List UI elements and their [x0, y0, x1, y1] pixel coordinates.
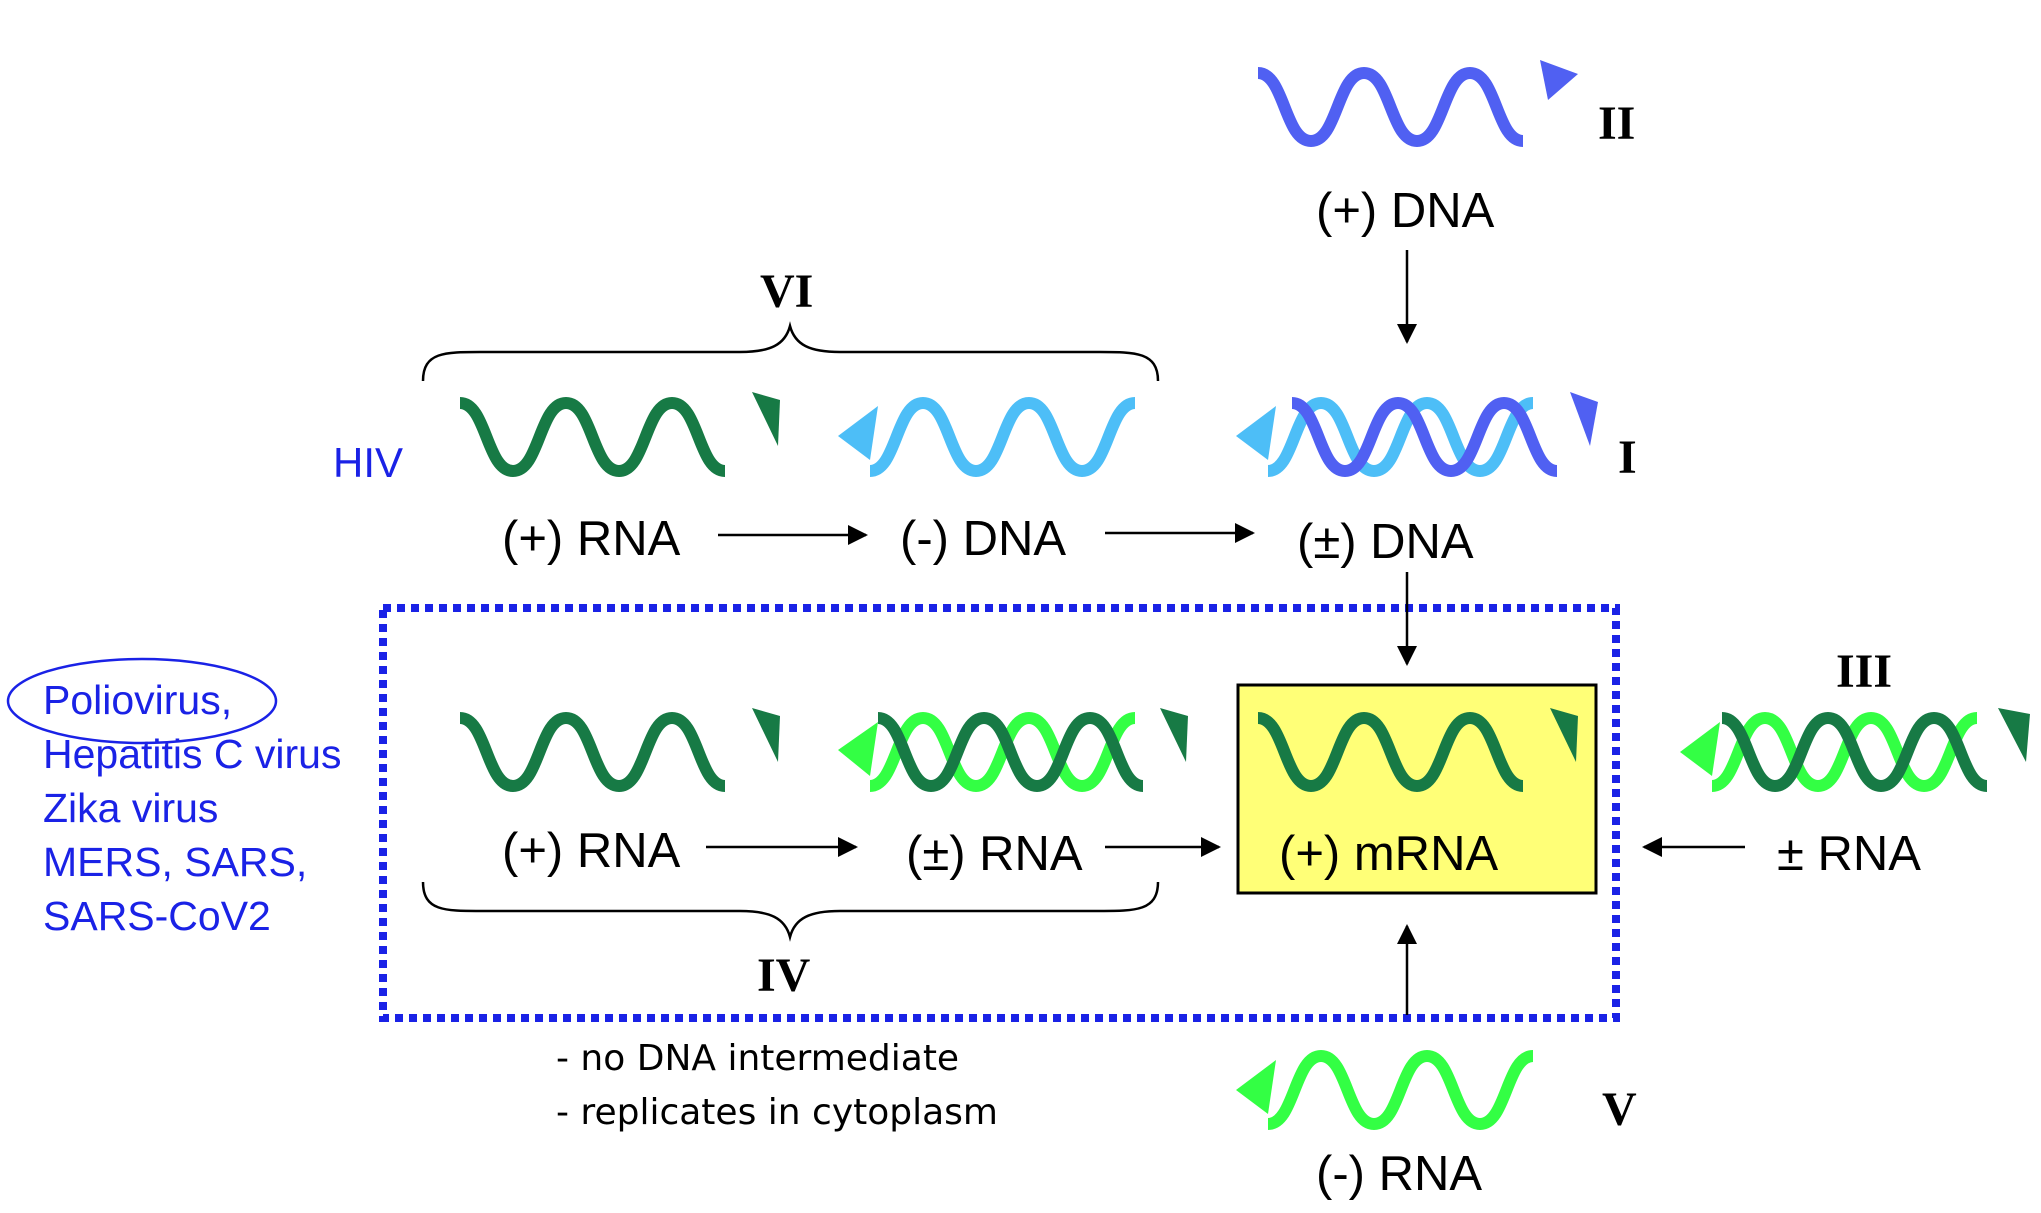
hiv-label: HIV	[333, 439, 404, 486]
strand-waves	[458, 60, 2030, 1131]
class-iv-rna-strand	[458, 711, 727, 793]
class-ii-dna-strand	[1256, 66, 1525, 148]
class-iii-neg-strand	[1710, 711, 1979, 793]
ds-rna-class3-label: ± RNA	[1777, 827, 1921, 881]
class-vi-rna-strand	[458, 396, 727, 478]
mrna-strand-arrowhead	[1550, 708, 1578, 762]
virus-list-item: Zika virus	[43, 785, 219, 831]
note-no-dna-intermediate: - no DNA intermediate	[556, 1038, 960, 1079]
virus-list: Poliovirus, Hepatitis C virus Zika virus…	[43, 680, 341, 937]
virus-list-item: Hepatitis C virus	[43, 731, 342, 777]
ds-dna-label: (±) DNA	[1297, 515, 1474, 569]
class-vi-neg-dna-strand-arrowhead	[838, 406, 878, 460]
class-v-label: V	[1602, 1083, 1637, 1136]
pos-rna-class4-label: (+) RNA	[502, 824, 681, 878]
class-v-rna-strand	[1266, 1049, 1535, 1131]
class-iv-pos-rna-strand-arrowhead	[1160, 708, 1188, 762]
class-iv-neg-rna-strand	[868, 711, 1137, 793]
class-i-pos-strand	[1290, 396, 1559, 478]
mrna-strand	[1256, 711, 1525, 793]
class-iv-rna-strand-arrowhead	[752, 708, 780, 762]
neg-dna-label: (-) DNA	[900, 512, 1067, 566]
class-v-rna-strand-arrowhead	[1236, 1060, 1276, 1114]
pos-mrna-label: (+) mRNA	[1279, 827, 1499, 881]
class-iii-neg-strand-arrowhead	[1680, 722, 1720, 776]
ds-rna-class4-label: (±) RNA	[906, 827, 1083, 881]
virus-list-item: MERS, SARS,	[43, 839, 308, 885]
pos-dna-label: (+) DNA	[1316, 184, 1495, 238]
class-ii-label: II	[1598, 97, 1636, 150]
virus-list-item: Poliovirus,	[43, 677, 233, 723]
class-iv-label: IV	[757, 949, 811, 1002]
virus-list-item: SARS-CoV2	[43, 893, 271, 939]
class-vi-neg-dna-strand	[868, 396, 1137, 478]
class-iv-brace	[421, 881, 1160, 942]
class-iv-pos-rna-strand	[876, 711, 1145, 793]
class-iv-neg-rna-strand-arrowhead	[838, 722, 878, 776]
class-iii-label: III	[1836, 645, 1893, 698]
class-i-pos-strand-arrowhead	[1570, 392, 1598, 446]
class-vi-label: VI	[760, 265, 814, 318]
class-iii-pos-strand	[1720, 711, 1989, 793]
class-i-label: I	[1618, 431, 1637, 484]
class-vi-brace	[421, 321, 1160, 382]
class-i-neg-strand-arrowhead	[1236, 406, 1276, 460]
note-replicates-in-cytoplasm: - replicates in cytoplasm	[556, 1092, 999, 1133]
class-iii-pos-strand-arrowhead	[1998, 708, 2030, 762]
pos-rna-class6-label: (+) RNA	[502, 512, 681, 566]
poliovirus-circle	[6, 657, 278, 745]
class-iv-dotted-box	[379, 604, 1620, 1022]
class-i-neg-strand	[1266, 396, 1535, 478]
class-ii-dna-strand-arrowhead	[1540, 60, 1578, 100]
class-vi-rna-strand-arrowhead	[752, 392, 780, 446]
neg-rna-label: (-) RNA	[1316, 1147, 1483, 1201]
